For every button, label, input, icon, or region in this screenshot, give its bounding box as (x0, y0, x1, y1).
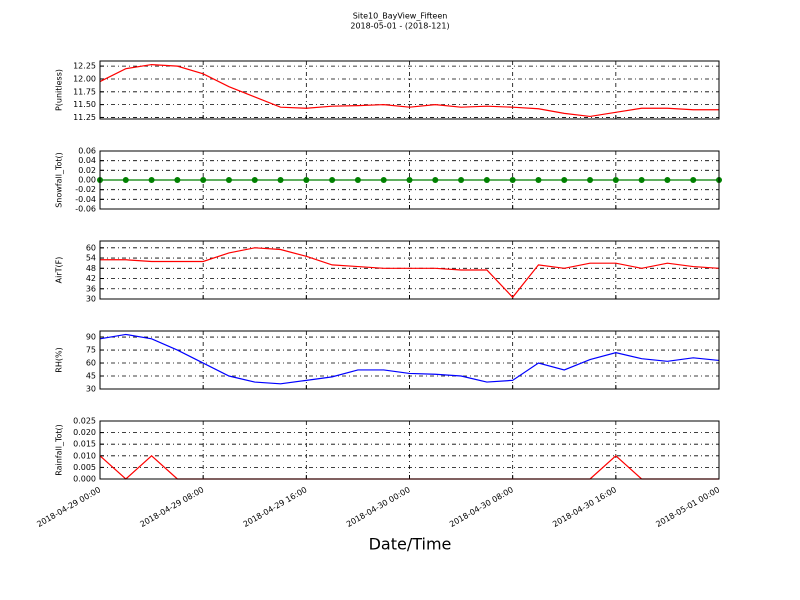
plot-frame (99, 60, 720, 120)
y-tick-label: 45 (86, 372, 96, 381)
y-tick-label: 48 (86, 264, 96, 273)
y-tick-label: 12.25 (73, 62, 96, 71)
data-point (587, 177, 594, 183)
y-tick-label: 54 (86, 254, 96, 263)
data-point (329, 177, 336, 183)
data-point (458, 177, 465, 183)
y-tick-label: 42 (86, 274, 96, 283)
data-point (406, 177, 413, 183)
y-tick-label: 60 (86, 243, 96, 252)
y-tick-label: 12.00 (73, 74, 96, 83)
data-point (225, 177, 232, 183)
y-tick-label: 0.000 (73, 475, 96, 484)
data-point (380, 177, 387, 183)
plot-frame (99, 240, 720, 300)
data-point (535, 177, 542, 183)
data-point (612, 177, 619, 183)
y-tick-label: -0.04 (75, 195, 96, 204)
y-tick-label: 0.015 (73, 440, 96, 449)
data-line (100, 247, 720, 299)
y-tick-label: -0.02 (75, 185, 96, 194)
y-tick-label: 11.25 (73, 113, 96, 122)
y-tick-label: 75 (86, 346, 96, 355)
data-point (277, 177, 284, 183)
chart-title: Site10_BayView_Fifteen (353, 12, 448, 21)
y-tick-label: 0.06 (78, 147, 96, 156)
y-tick-label: 0.020 (73, 428, 96, 437)
y-tick-label: 30 (86, 295, 96, 304)
data-point (251, 177, 258, 183)
y-tick-label: 60 (86, 359, 96, 368)
data-point (509, 177, 516, 183)
x-axis-label: Date/Time (369, 535, 452, 554)
y-tick-label: 0.005 (73, 463, 96, 472)
y-tick-label: 30 (86, 385, 96, 394)
data-point (354, 177, 361, 183)
chart-subtitle: 2018-05-01 - (2018-121) (350, 22, 449, 31)
data-point (483, 177, 490, 183)
data-point (303, 177, 310, 183)
y-axis-label: AirT(F) (55, 257, 64, 284)
data-line (99, 333, 720, 385)
plot-frame (99, 150, 720, 210)
data-point (174, 177, 181, 183)
plot-frame (99, 420, 720, 480)
y-tick-label: 11.50 (73, 100, 96, 109)
y-axis-label: Rainfall_Tot() (55, 424, 64, 476)
data-point (200, 177, 207, 183)
data-point (561, 177, 568, 183)
y-axis-label: RH(%) (55, 347, 64, 372)
y-tick-label: 90 (86, 333, 96, 342)
y-tick-label: 0.00 (78, 176, 96, 185)
y-axis-label: Snowfall_Tot() (55, 152, 64, 208)
y-tick-label: 0.010 (73, 451, 96, 460)
data-point (638, 177, 645, 183)
y-tick-label: 36 (86, 284, 96, 293)
data-point (664, 177, 671, 183)
y-tick-label: 0.025 (73, 417, 96, 426)
data-point (122, 177, 129, 183)
plot-frame (99, 330, 720, 390)
y-axis-label: P(unitless) (55, 69, 64, 111)
data-point (432, 177, 439, 183)
data-point (148, 177, 155, 183)
data-line (99, 63, 719, 118)
y-tick-label: 0.04 (78, 156, 96, 165)
y-tick-label: -0.06 (75, 205, 96, 214)
y-tick-label: 0.02 (78, 166, 96, 175)
y-tick-label: 11.75 (73, 87, 96, 96)
data-point (690, 177, 697, 183)
